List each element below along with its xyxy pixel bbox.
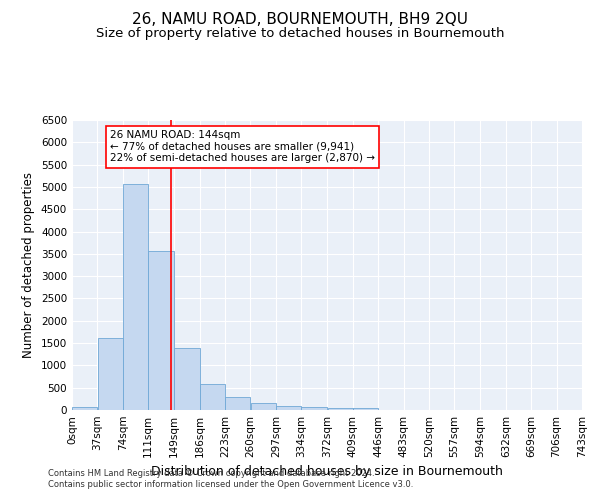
Bar xyxy=(123,184,148,410)
Bar xyxy=(148,250,174,410)
Text: 26, NAMU ROAD, BOURNEMOUTH, BH9 2QU: 26, NAMU ROAD, BOURNEMOUTH, BH9 2QU xyxy=(132,12,468,28)
Y-axis label: Number of detached properties: Number of detached properties xyxy=(22,172,35,358)
Bar xyxy=(276,406,301,410)
Bar xyxy=(353,408,378,410)
Bar xyxy=(98,338,122,410)
Bar xyxy=(200,384,225,410)
Text: Contains HM Land Registry data © Crown copyright and database right 2024.: Contains HM Land Registry data © Crown c… xyxy=(48,468,374,477)
Bar xyxy=(225,397,250,410)
X-axis label: Distribution of detached houses by size in Bournemouth: Distribution of detached houses by size … xyxy=(151,466,503,478)
Text: 26 NAMU ROAD: 144sqm
← 77% of detached houses are smaller (9,941)
22% of semi-de: 26 NAMU ROAD: 144sqm ← 77% of detached h… xyxy=(110,130,375,164)
Text: Contains public sector information licensed under the Open Government Licence v3: Contains public sector information licen… xyxy=(48,480,413,489)
Text: Size of property relative to detached houses in Bournemouth: Size of property relative to detached ho… xyxy=(96,28,504,40)
Bar xyxy=(328,408,353,410)
Bar xyxy=(72,406,97,410)
Bar xyxy=(301,406,327,410)
Bar xyxy=(251,404,275,410)
Bar xyxy=(175,348,199,410)
